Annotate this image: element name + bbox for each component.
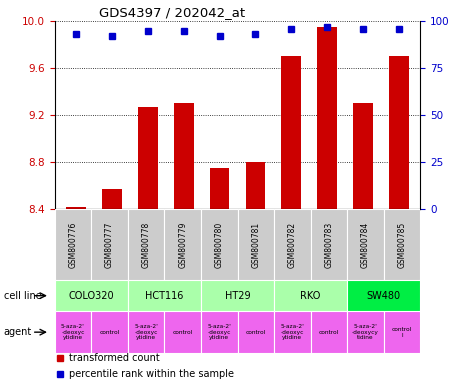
Text: cell line: cell line bbox=[4, 291, 41, 301]
Text: GSM800781: GSM800781 bbox=[251, 222, 260, 268]
Bar bbox=[274, 280, 347, 311]
Text: GSM800776: GSM800776 bbox=[68, 222, 77, 268]
Text: control: control bbox=[246, 329, 266, 335]
Text: GSM800784: GSM800784 bbox=[361, 222, 370, 268]
Bar bbox=[91, 311, 128, 353]
Text: COLO320: COLO320 bbox=[68, 291, 114, 301]
Bar bbox=[201, 311, 238, 353]
Bar bbox=[274, 209, 311, 280]
Bar bbox=[128, 280, 201, 311]
Bar bbox=[66, 207, 86, 209]
Bar bbox=[311, 311, 347, 353]
Text: GSM800777: GSM800777 bbox=[105, 222, 114, 268]
Text: control: control bbox=[172, 329, 193, 335]
Text: GSM800782: GSM800782 bbox=[288, 222, 297, 268]
Text: SW480: SW480 bbox=[367, 291, 401, 301]
Bar bbox=[209, 168, 229, 209]
Bar bbox=[91, 209, 128, 280]
Bar bbox=[246, 162, 266, 209]
Text: agent: agent bbox=[4, 327, 32, 337]
Bar bbox=[201, 280, 274, 311]
Text: GDS4397 / 202042_at: GDS4397 / 202042_at bbox=[98, 5, 245, 18]
Bar bbox=[128, 209, 164, 280]
Bar bbox=[384, 311, 420, 353]
Text: GSM800780: GSM800780 bbox=[215, 222, 224, 268]
Bar bbox=[353, 103, 373, 209]
Bar bbox=[55, 280, 128, 311]
Bar bbox=[55, 209, 91, 280]
Text: transformed count: transformed count bbox=[69, 353, 160, 362]
Text: HT29: HT29 bbox=[225, 291, 250, 301]
Bar bbox=[55, 311, 91, 353]
Text: control: control bbox=[319, 329, 339, 335]
Bar bbox=[311, 209, 347, 280]
Text: 5-aza-2'
-deoxyc
ytidine: 5-aza-2' -deoxyc ytidine bbox=[207, 324, 231, 341]
Text: GSM800778: GSM800778 bbox=[142, 222, 151, 268]
Bar bbox=[238, 311, 274, 353]
Text: percentile rank within the sample: percentile rank within the sample bbox=[69, 369, 234, 379]
Text: control: control bbox=[99, 329, 120, 335]
Bar bbox=[281, 56, 301, 209]
Text: 5-aza-2'
-deoxycy
tidine: 5-aza-2' -deoxycy tidine bbox=[352, 324, 379, 341]
Bar bbox=[389, 56, 408, 209]
Bar bbox=[138, 107, 158, 209]
Bar bbox=[174, 103, 194, 209]
Text: 5-aza-2'
-deoxyc
ytidine: 5-aza-2' -deoxyc ytidine bbox=[134, 324, 158, 341]
Text: GSM800785: GSM800785 bbox=[398, 222, 407, 268]
Bar bbox=[201, 209, 238, 280]
Text: 5-aza-2'
-deoxyc
ytidine: 5-aza-2' -deoxyc ytidine bbox=[61, 324, 85, 341]
Bar bbox=[238, 209, 274, 280]
Bar bbox=[347, 311, 384, 353]
Bar bbox=[128, 311, 164, 353]
Bar bbox=[274, 311, 311, 353]
Bar bbox=[384, 209, 420, 280]
Bar bbox=[164, 311, 201, 353]
Bar bbox=[347, 209, 384, 280]
Text: 5-aza-2'
-deoxyc
ytidine: 5-aza-2' -deoxyc ytidine bbox=[280, 324, 304, 341]
Text: HCT116: HCT116 bbox=[145, 291, 183, 301]
Bar bbox=[102, 189, 122, 209]
Bar bbox=[317, 27, 337, 209]
Text: RKO: RKO bbox=[301, 291, 321, 301]
Text: control
l: control l bbox=[392, 327, 412, 338]
Bar bbox=[347, 280, 420, 311]
Text: GSM800783: GSM800783 bbox=[324, 222, 333, 268]
Bar bbox=[164, 209, 201, 280]
Text: GSM800779: GSM800779 bbox=[178, 222, 187, 268]
